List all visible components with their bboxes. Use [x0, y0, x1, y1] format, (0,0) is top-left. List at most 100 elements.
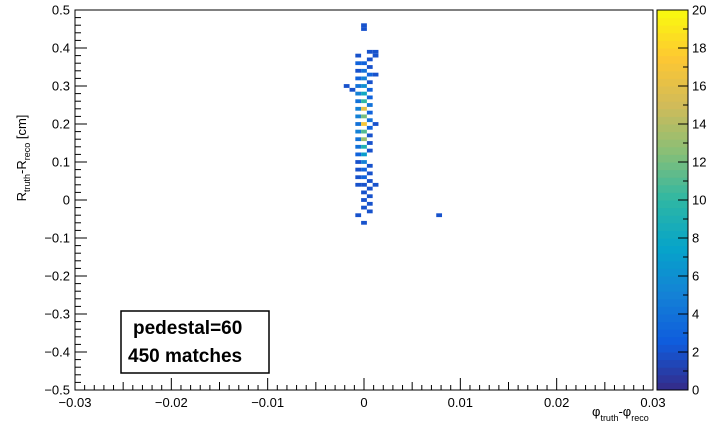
palette-band [657, 63, 688, 72]
palette-tick-label: 0 [692, 383, 699, 398]
heatmap-cell [361, 198, 367, 202]
heatmap-cell [355, 61, 362, 66]
heatmap-cell [355, 160, 362, 164]
heatmap-cell [361, 160, 367, 164]
heatmap-cell [355, 137, 362, 142]
heatmap-cell [372, 182, 379, 187]
palette-band [657, 352, 688, 361]
palette-tick-label: 20 [692, 3, 706, 18]
palette-band [657, 344, 688, 353]
palette-band [657, 146, 688, 155]
heatmap-cell [355, 53, 362, 58]
heatmap-cell [355, 182, 362, 187]
heatmap-cell [366, 186, 373, 191]
heatmap-cell [361, 122, 367, 126]
heatmap-cell [355, 144, 362, 149]
palette-band [657, 359, 688, 368]
y-tick-label: −0.4 [44, 345, 70, 360]
heatmap-cell [366, 72, 373, 77]
palette-band [657, 108, 688, 117]
palette-band [657, 116, 688, 125]
heatmap-cell [355, 129, 362, 134]
y-tick-label: 0.5 [52, 3, 70, 18]
heatmap-cell [355, 91, 362, 96]
palette-band [657, 17, 688, 26]
palette-band [657, 207, 688, 216]
heatmap-cell [361, 61, 367, 66]
heatmap-cell [355, 106, 362, 111]
heatmap-cell [361, 175, 367, 180]
x-tick-label: −0.03 [59, 395, 92, 410]
info-textbox: pedestal=60 450 matches [120, 310, 270, 374]
palette-band [657, 276, 688, 285]
palette-band [657, 70, 688, 79]
heatmap-cell [361, 114, 367, 119]
palette-band [657, 169, 688, 178]
info-textbox-frame [120, 310, 270, 374]
palette-band [657, 200, 688, 209]
palette-band [657, 215, 688, 224]
y-tick-label: −0.2 [44, 269, 70, 284]
heatmap-cell [355, 167, 362, 172]
palette-band [657, 25, 688, 34]
heatmap-cell [366, 125, 373, 130]
palette-band [657, 55, 688, 64]
heatmap-cell [361, 23, 367, 28]
palette-band [657, 10, 688, 19]
heatmap-cell [372, 72, 379, 77]
color-palette: 0 2 4 6 8 10 12 14 16 18 20 [656, 3, 706, 398]
heatmap-cell [361, 144, 367, 149]
palette-band [657, 306, 688, 315]
palette-band [657, 48, 688, 57]
heatmap-cell [366, 201, 373, 206]
y-tick-label: 0.2 [52, 117, 70, 132]
x-tick-label: −0.01 [251, 395, 284, 410]
palette-band [657, 253, 688, 262]
heatmap-cell [366, 65, 373, 69]
heatmap-cell [366, 163, 373, 168]
heatmap-cell [436, 213, 443, 218]
y-axis: −0.5 −0.4 −0.3 −0.2 −0.1 0 0.1 0.2 0.3 0.4 0.5 [44, 3, 87, 398]
heatmap-cell [361, 99, 367, 104]
palette-band [657, 86, 688, 95]
palette-band [657, 268, 688, 277]
heatmap-cell [361, 84, 367, 88]
y-tick-label: 0.3 [52, 79, 70, 94]
palette-band [657, 101, 688, 110]
palette-tick-label: 2 [692, 345, 699, 360]
heatmap-cell [366, 80, 373, 85]
palette-band [657, 260, 688, 269]
heatmap-cell [361, 27, 367, 31]
heatmap-cell [355, 213, 362, 218]
y-tick-label: 0.1 [52, 155, 70, 170]
palette-tick-label: 14 [692, 117, 706, 132]
heatmap-cell [366, 133, 373, 138]
palette-band [657, 184, 688, 193]
palette-band [657, 124, 688, 133]
heatmap-cell [355, 175, 362, 180]
x-axis-title: φtruth-φreco [592, 404, 649, 423]
palette-band [657, 336, 688, 345]
palette-band [657, 245, 688, 254]
palette-band [657, 230, 688, 239]
y-tick-label: −0.3 [44, 307, 70, 322]
heatmap-cell [372, 122, 379, 126]
heatmap-cell [361, 68, 367, 73]
x-tick-label: 0.03 [640, 395, 665, 410]
heatmap-cell [366, 118, 373, 123]
x-tick-label: −0.02 [155, 395, 188, 410]
heatmap-cell [361, 91, 367, 96]
heatmap-cell [366, 95, 373, 100]
heatmap-cell [355, 99, 362, 104]
heatmap-cell [366, 148, 373, 153]
heatmap-cell [366, 57, 373, 62]
palette-tick-label: 16 [692, 79, 706, 94]
palette-band [657, 139, 688, 148]
palette-tick-label: 18 [692, 41, 706, 56]
heatmap-cell [361, 152, 367, 157]
palette-band [657, 367, 688, 376]
heatmap-cell [372, 53, 379, 58]
palette-band [657, 192, 688, 201]
heatmap-cell [366, 87, 373, 92]
palette-band [657, 78, 688, 87]
